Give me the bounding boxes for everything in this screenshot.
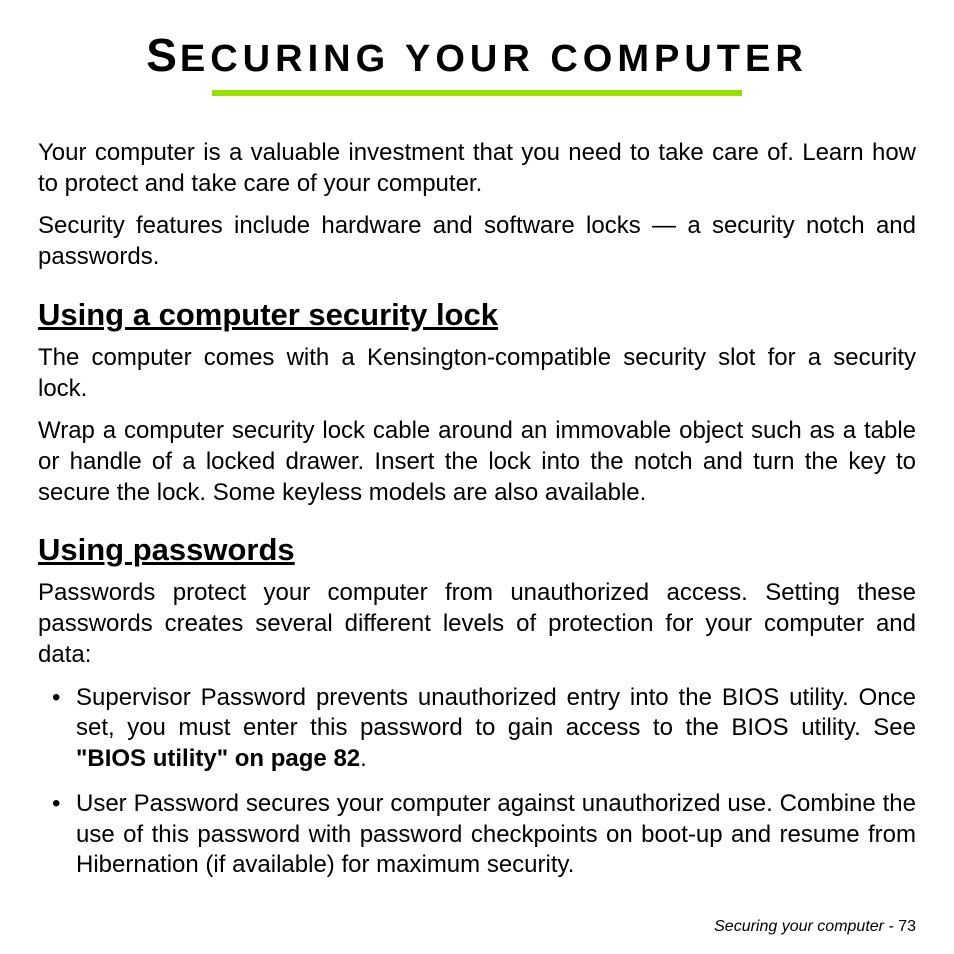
page-footer: Securing your computer - 73	[714, 918, 916, 936]
title-underline	[212, 90, 742, 96]
title-rest: ECURING YOUR COMPUTER	[180, 38, 808, 80]
section1-paragraph-1: The computer comes with a Kensington-com…	[38, 343, 916, 404]
intro-paragraph-1: Your computer is a valuable investment t…	[38, 138, 916, 199]
bullet-supervisor-password: Supervisor Password prevents unauthorize…	[38, 683, 916, 775]
page-title: SECURING YOUR COMPUTER	[38, 28, 916, 82]
title-first-letter: S	[146, 29, 180, 81]
section1-paragraph-2: Wrap a computer security lock cable arou…	[38, 416, 916, 508]
intro-paragraph-2: Security features include hardware and s…	[38, 211, 916, 272]
bullet-user-password: User Password secures your computer agai…	[38, 789, 916, 881]
footer-page-number: 73	[898, 918, 916, 935]
section-heading-security-lock: Using a computer security lock	[38, 297, 916, 333]
section-heading-passwords: Using passwords	[38, 532, 916, 568]
bullet1-bold-ref: "BIOS utility" on page 82	[76, 745, 360, 772]
bullet1-pre: Supervisor Password prevents unauthorize…	[76, 684, 916, 742]
section2-paragraph-1: Passwords protect your computer from una…	[38, 578, 916, 670]
bullet1-post: .	[360, 745, 367, 772]
footer-label: Securing your computer -	[714, 918, 898, 935]
password-bullet-list: Supervisor Password prevents unauthorize…	[38, 683, 916, 881]
